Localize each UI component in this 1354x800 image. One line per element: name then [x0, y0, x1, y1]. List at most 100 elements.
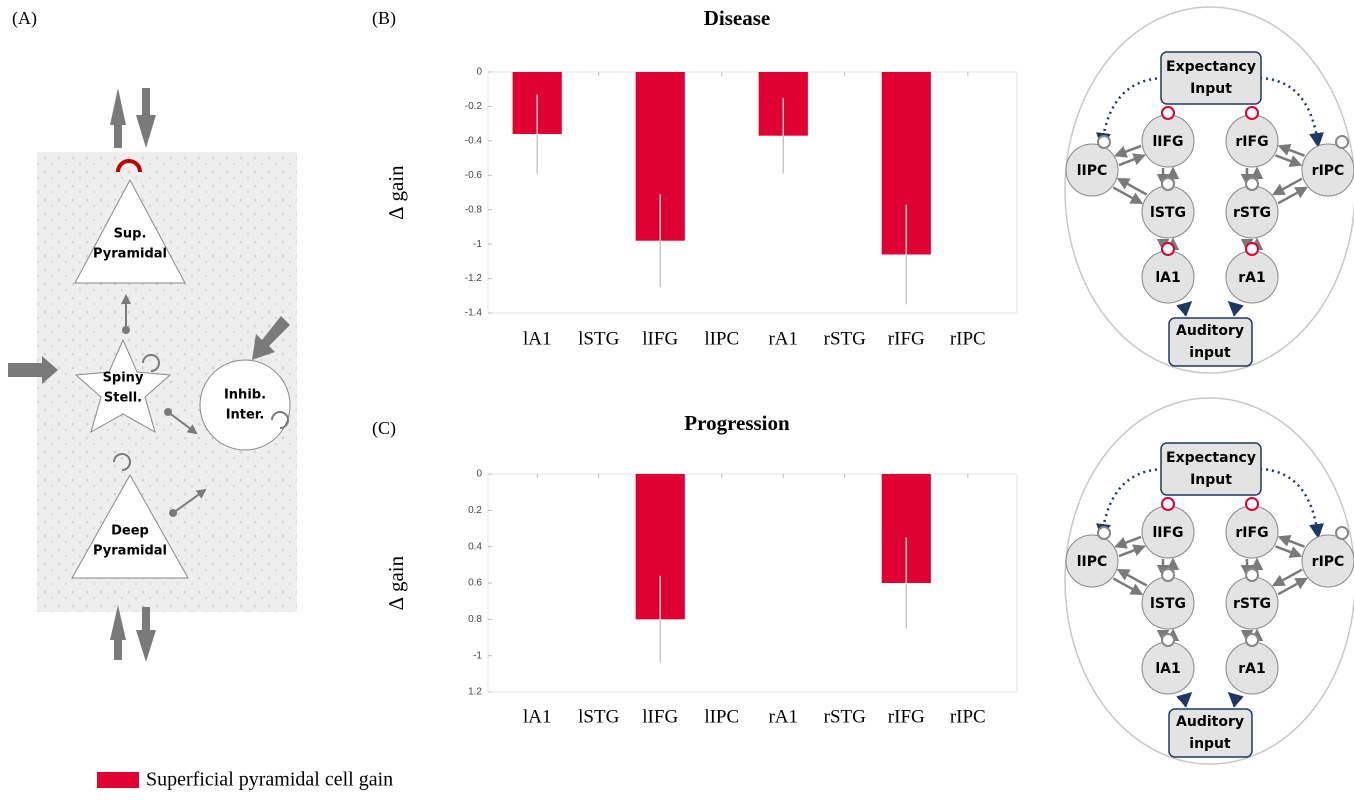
- connection-arrow: [1114, 144, 1142, 158]
- input-box: [1168, 708, 1253, 758]
- connection-arrow: [1112, 577, 1144, 596]
- cell-label: Stell.: [104, 391, 142, 406]
- input-label: Expectancy: [1166, 450, 1256, 466]
- cell-label: Pyramidal: [93, 247, 167, 262]
- x-tick-label: rSTG: [824, 328, 867, 349]
- self-connection: [1097, 526, 1111, 540]
- self-connection: [1161, 633, 1175, 647]
- region-label: rSTG: [1233, 596, 1271, 612]
- x-tick-label: lA1: [523, 706, 552, 727]
- input-label: Auditory: [1176, 714, 1244, 730]
- connection-arrow: [1118, 153, 1146, 167]
- cell-label: Spiny: [103, 371, 144, 386]
- input-label: Expectancy: [1166, 59, 1256, 75]
- x-tick-label: rA1: [768, 706, 798, 727]
- x-tick-label: rA1: [768, 328, 798, 349]
- y-tick-label: 0: [476, 469, 482, 480]
- y-axis-label: ∆ gain: [384, 555, 408, 610]
- input-box: [1160, 442, 1262, 496]
- y-tick-label: 0.4: [468, 541, 482, 552]
- y-tick-label: -1: [473, 239, 482, 250]
- region-label: lIFG: [1152, 134, 1183, 150]
- connection-arrow: [1112, 186, 1144, 205]
- input-label: Auditory: [1176, 323, 1244, 339]
- input-box: [1168, 317, 1253, 367]
- self-connection: [116, 159, 142, 173]
- chart-title: Progression: [684, 411, 790, 435]
- modulatory-arrow: [1259, 467, 1324, 539]
- region-label: lSTG: [1150, 596, 1186, 612]
- plot-area: [487, 473, 1018, 693]
- y-tick-label: -1.4: [465, 308, 483, 319]
- connection-arrow: [1274, 154, 1303, 167]
- input-box: [1160, 51, 1262, 105]
- network-diagram: lIFG rIFG lIPC rIPC lSTG rSTG lA1 rA1 Expectancy…: [1064, 397, 1354, 765]
- chart-title: Disease: [704, 6, 771, 30]
- region-label: rIFG: [1235, 134, 1268, 150]
- cell-label: Inhib.: [224, 388, 266, 403]
- connection-arrow: [1271, 568, 1303, 587]
- region-label: lA1: [1155, 270, 1180, 286]
- connection-arrow: [1274, 545, 1303, 558]
- cell-label: Pyramidal: [93, 544, 167, 559]
- plot-area: [487, 71, 1018, 314]
- connections: [113, 294, 289, 517]
- region-label: rSTG: [1233, 205, 1271, 221]
- self-connection: [1335, 135, 1349, 149]
- connection-arrow: [1271, 177, 1303, 196]
- input-label: input: [1189, 345, 1231, 361]
- region-label: lSTG: [1150, 205, 1186, 221]
- self-connection: [1161, 497, 1175, 511]
- x-tick-label: rIPC: [950, 706, 986, 727]
- cell-label: Inter.: [226, 408, 265, 423]
- self-connection: [1161, 242, 1175, 256]
- y-tick-label: -0.6: [465, 170, 483, 181]
- cell-label: Sup.: [114, 227, 147, 242]
- self-connection: [1245, 568, 1259, 582]
- connection-arrow: [1277, 535, 1306, 548]
- y-tick-label: -0.2: [465, 101, 483, 112]
- region-label: rIFG: [1235, 525, 1268, 541]
- scalp-outline: [1064, 6, 1354, 374]
- x-tick-label: lIFG: [642, 706, 678, 727]
- self-connection: [1245, 497, 1259, 511]
- connection-arrow: [1277, 577, 1309, 596]
- self-connection: [1161, 177, 1175, 191]
- self-connection: [1245, 633, 1259, 647]
- x-tick-label: rIPC: [950, 328, 986, 349]
- x-tick-label: lA1: [523, 328, 552, 349]
- region-node: [1301, 143, 1354, 197]
- y-tick-label: 0.2: [468, 505, 482, 516]
- self-connection: [1097, 135, 1111, 149]
- legend-swatch: [97, 772, 139, 788]
- panel-label: (C): [372, 418, 396, 439]
- region-node: [1301, 534, 1354, 588]
- legend-label: Superficial pyramidal cell gain: [146, 769, 393, 791]
- region-label: lIFG: [1152, 525, 1183, 541]
- region-label: lA1: [1155, 661, 1180, 677]
- self-connection: [1161, 568, 1175, 582]
- connection-arrow: [1277, 186, 1309, 205]
- connection-arrow: [1116, 177, 1148, 196]
- region-label: rA1: [1238, 270, 1265, 286]
- region-label: rIPC: [1312, 163, 1345, 179]
- self-connection: [1245, 177, 1259, 191]
- network-diagram: lIFG rIFG lIPC rIPC lSTG rSTG lA1 rA1 Expectancy…: [1064, 6, 1354, 374]
- y-tick-label: -1.2: [465, 273, 483, 284]
- cell-label: Deep: [111, 524, 149, 539]
- y-tick-label: 0.8: [468, 614, 482, 625]
- y-tick-label: -0.8: [465, 204, 483, 215]
- x-tick-label: lIFG: [642, 328, 678, 349]
- connection-arrow: [1114, 535, 1142, 549]
- y-tick-label: -0.4: [465, 135, 483, 146]
- x-tick-label: rIFG: [888, 706, 925, 727]
- panel-label: (A): [12, 8, 37, 29]
- input-label: Input: [1190, 472, 1232, 488]
- x-tick-label: rSTG: [824, 706, 867, 727]
- input-label: input: [1189, 736, 1231, 752]
- region-label: lIPC: [1077, 554, 1108, 570]
- region-node: [1065, 143, 1119, 197]
- cell-shape: [74, 338, 172, 434]
- region-label: lIPC: [1077, 163, 1108, 179]
